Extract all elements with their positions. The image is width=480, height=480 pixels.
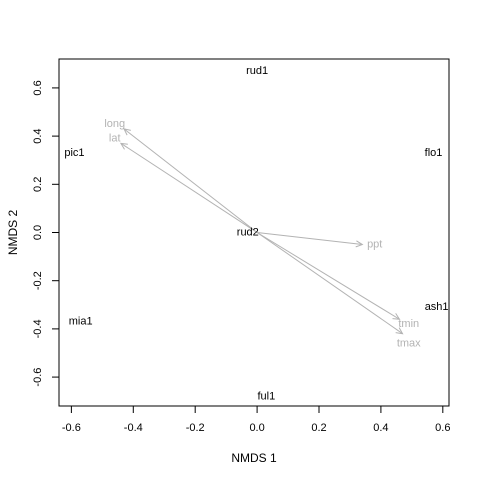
- site-label-rud1: rud1: [246, 65, 268, 77]
- vector-arrow-long: [123, 128, 258, 233]
- x-tick-label: -0.4: [124, 422, 143, 434]
- site-label-pic1: pic1: [64, 147, 84, 159]
- vector-arrow-lat: [120, 142, 258, 233]
- y-tick-label: -0.2: [32, 271, 44, 290]
- site-labels: rud1 pic1 flo1 rud2 ash1 mia1 ful1: [64, 65, 448, 402]
- site-label-flo1: flo1: [425, 147, 443, 159]
- x-tick-label: -0.2: [186, 422, 205, 434]
- y-axis-title: NMDS 2: [6, 210, 20, 256]
- vector-arrows: [119, 128, 404, 335]
- x-tick-label: -0.6: [62, 422, 81, 434]
- vector-arrow-tmax: [256, 232, 403, 335]
- x-tick-label: 0.0: [249, 422, 264, 434]
- vector-arrow-ppt: [257, 232, 363, 246]
- site-label-mia1: mia1: [69, 316, 93, 328]
- vector-label-ppt: ppt: [367, 238, 382, 250]
- x-tick-label: 0.6: [435, 422, 450, 434]
- x-axis: -0.6 -0.4 -0.2 0.0 0.2 0.4 0.6: [62, 405, 450, 434]
- y-tick-label: 0.2: [32, 177, 44, 192]
- vector-labels: long lat ppt tmin tmax: [104, 118, 421, 349]
- arrowhead-ppt: [355, 240, 364, 248]
- y-tick-label: -0.6: [32, 368, 44, 387]
- site-label-rud2: rud2: [237, 226, 259, 238]
- y-tick-label: 0.4: [32, 128, 44, 143]
- y-tick-label: -0.4: [32, 319, 44, 338]
- arrowhead-tmax: [395, 327, 404, 335]
- vector-label-tmax: tmax: [397, 337, 421, 349]
- x-tick-label: 0.2: [311, 422, 326, 434]
- vector-label-long: long: [104, 118, 125, 130]
- x-tick-label: 0.4: [373, 422, 388, 434]
- vector-label-tmin: tmin: [398, 318, 419, 330]
- arrowhead-long: [123, 128, 131, 136]
- y-axis: -0.6 -0.4 -0.2 0.0 0.2 0.4 0.6: [32, 80, 60, 387]
- site-label-ful1: ful1: [258, 390, 276, 402]
- y-tick-label: 0.6: [32, 80, 44, 95]
- vector-label-lat: lat: [109, 132, 121, 144]
- y-tick-label: 0.0: [32, 225, 44, 240]
- arrowhead-tmin: [392, 313, 401, 320]
- arrowhead-lat: [119, 142, 128, 150]
- site-label-ash1: ash1: [425, 301, 449, 313]
- x-axis-title: NMDS 1: [231, 451, 277, 465]
- vector-arrow-tmin: [256, 232, 400, 320]
